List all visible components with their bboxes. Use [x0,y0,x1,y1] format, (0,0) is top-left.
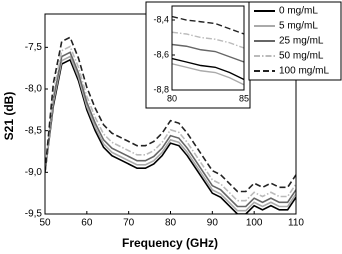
legend-box [248,1,342,81]
y-tick-label: -8,5 [25,125,43,136]
plot-frame [171,5,245,91]
x-tick-label: 80 [167,93,177,103]
x-tick-label: 90 [207,218,219,229]
series-line [45,51,296,208]
y-tick-label: -8,0 [25,84,43,95]
series-line [172,43,244,63]
legend-label: 0 mg/mL [279,6,318,17]
y-axis-title: S21 (dB) [2,92,16,141]
series-line [172,15,244,35]
plot-lines [45,36,296,214]
legend-label: 100 mg/mL [279,66,329,77]
series-line [172,31,244,49]
x-tick-label: 80 [165,218,177,229]
y-tick-label: -8,6 [153,49,169,59]
x-tick-label: 50 [39,218,51,229]
y-tick-label: -8,8 [153,84,169,94]
x-tick-label: 100 [246,218,263,229]
legend-label: 25 mg/mL [279,36,324,47]
x-tick-label: 60 [81,218,93,229]
plot-lines [172,15,244,86]
legend-label: 5 mg/mL [279,21,318,32]
x-axis-title: Frequency (GHz) [122,236,218,250]
series-line [45,58,296,214]
x-tick-label: 70 [123,218,135,229]
series-line [45,45,296,202]
series-line [45,36,296,193]
series-line [172,57,244,81]
x-tick-label: 85 [239,93,249,103]
y-tick-label: -8,4 [153,14,169,24]
x-tick-label: 110 [288,218,304,229]
y-tick-label: -9,5 [25,209,43,220]
series-line [172,63,244,86]
y-tick-label: -7,5 [25,42,43,53]
legend-label: 50 mg/mL [279,51,324,62]
series-line [45,55,296,212]
y-tick-label: -9,0 [25,167,43,178]
